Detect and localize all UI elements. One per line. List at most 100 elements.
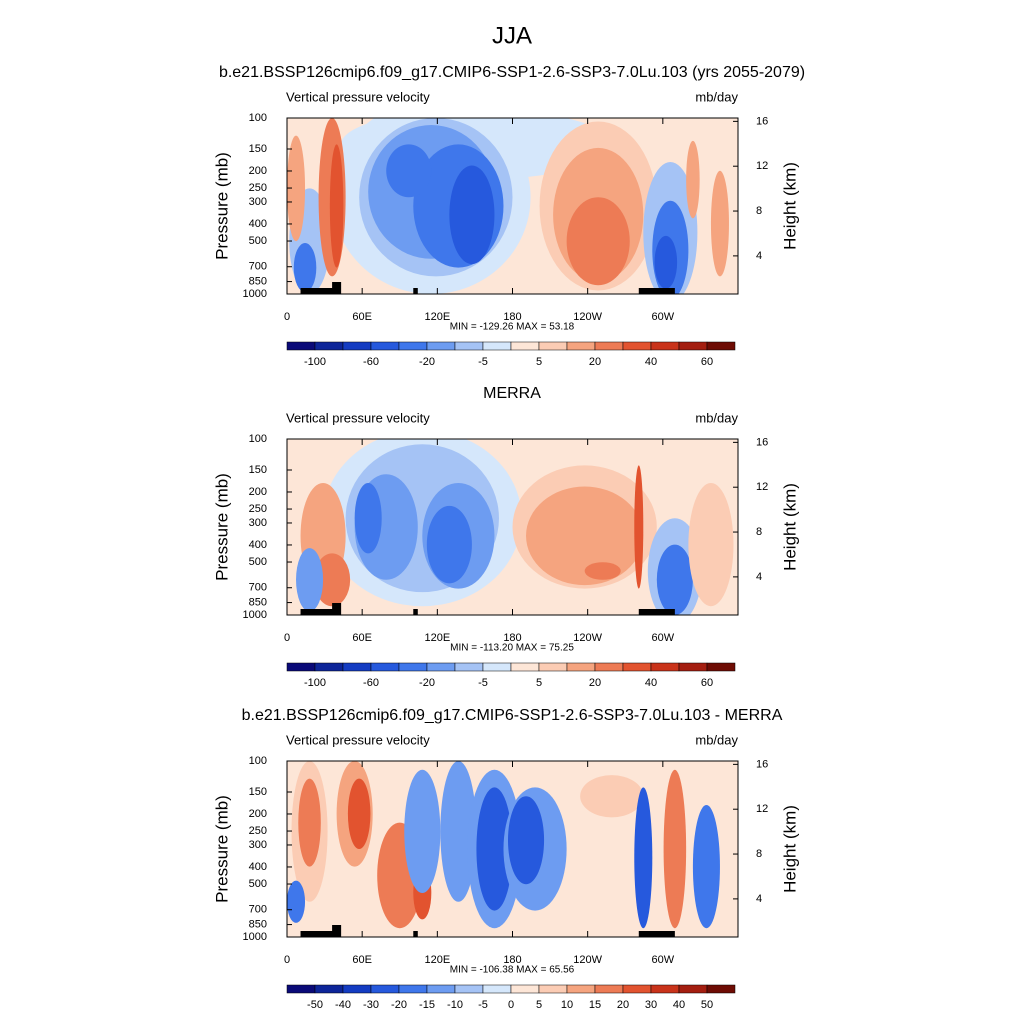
x-tick-label: 180 bbox=[503, 632, 521, 644]
y-tick-label: 150 bbox=[249, 143, 267, 155]
colorbar-box bbox=[566, 984, 596, 994]
contour-region bbox=[507, 796, 545, 885]
contour-region bbox=[692, 805, 720, 929]
colorbar-box bbox=[566, 662, 596, 672]
contour-region bbox=[404, 769, 441, 894]
y-axis-label: Pressure (mb) bbox=[212, 473, 231, 581]
colorbar-label: 5 bbox=[536, 677, 542, 689]
y2-tick-label: 16 bbox=[756, 758, 768, 770]
topography bbox=[413, 288, 418, 294]
contour-region bbox=[710, 170, 729, 277]
colorbar-label: 30 bbox=[645, 999, 657, 1011]
x-tick-label: 0 bbox=[284, 311, 290, 323]
contour-region bbox=[386, 144, 432, 198]
colorbar-box bbox=[678, 341, 708, 351]
colorbar-box bbox=[482, 341, 512, 351]
topography bbox=[300, 609, 337, 615]
contour-field bbox=[287, 439, 738, 615]
colorbar-label: -10 bbox=[447, 999, 463, 1011]
panel-title: b.e21.BSSP126cmip6.f09_g17.CMIP6-SSP1-2.… bbox=[219, 64, 805, 81]
topography bbox=[638, 288, 675, 294]
colorbar-box bbox=[594, 984, 624, 994]
y-tick-label: 200 bbox=[249, 808, 267, 820]
y2-tick-label: 4 bbox=[756, 571, 762, 583]
x-tick-label: 120W bbox=[573, 632, 602, 644]
contour-region bbox=[634, 465, 644, 589]
y-tick-label: 1000 bbox=[243, 931, 267, 943]
colorbar-label: 40 bbox=[645, 677, 657, 689]
colorbar-box bbox=[342, 662, 372, 672]
colorbar-box bbox=[650, 984, 680, 994]
min-max: MIN = -106.38 MAX = 65.56 bbox=[450, 965, 575, 976]
contour-region bbox=[293, 242, 317, 293]
y2-tick-label: 16 bbox=[756, 115, 768, 127]
colorbar-label: -100 bbox=[304, 356, 326, 368]
x-tick-label: 180 bbox=[503, 954, 521, 966]
y-tick-label: 850 bbox=[249, 275, 267, 287]
y-tick-label: 100 bbox=[249, 755, 267, 767]
colorbar-box bbox=[538, 984, 568, 994]
colorbar-box bbox=[650, 662, 680, 672]
colorbar-label: 40 bbox=[673, 999, 685, 1011]
y-tick-label: 250 bbox=[249, 182, 267, 194]
colorbar-box bbox=[706, 662, 736, 672]
contour-region bbox=[440, 761, 477, 902]
y-tick-label: 300 bbox=[249, 517, 267, 529]
colorbar-box bbox=[370, 341, 400, 351]
x-tick-label: 180 bbox=[503, 311, 521, 323]
colorbar-box bbox=[510, 984, 540, 994]
colorbar-box bbox=[286, 662, 316, 672]
colorbar-box bbox=[314, 662, 344, 672]
left-string: Vertical pressure velocity bbox=[286, 410, 430, 425]
contour-region bbox=[526, 486, 644, 586]
colorbar-label: 5 bbox=[536, 356, 542, 368]
colorbar-box bbox=[286, 341, 316, 351]
y-tick-label: 400 bbox=[249, 539, 267, 551]
x-tick-label: 60E bbox=[352, 311, 372, 323]
colorbar-box bbox=[426, 662, 456, 672]
x-tick-label: 60E bbox=[352, 632, 372, 644]
colorbar-label: -20 bbox=[419, 677, 435, 689]
y-tick-label: 850 bbox=[249, 596, 267, 608]
y-tick-label: 500 bbox=[249, 878, 267, 890]
contour-region bbox=[296, 548, 324, 612]
colorbar-label: -50 bbox=[307, 999, 323, 1011]
contour-region bbox=[634, 787, 653, 929]
colorbar-box bbox=[398, 341, 428, 351]
contour-region bbox=[584, 562, 621, 580]
colorbar-box bbox=[370, 662, 400, 672]
x-tick-label: 60W bbox=[652, 632, 675, 644]
figure-title: JJA bbox=[492, 22, 532, 49]
colorbar-label: -5 bbox=[478, 677, 488, 689]
topography bbox=[638, 931, 675, 937]
topography bbox=[638, 609, 675, 615]
contour-region bbox=[476, 787, 513, 911]
y-tick-label: 1000 bbox=[243, 609, 267, 621]
right-string: mb/day bbox=[695, 732, 738, 747]
colorbar-label: -30 bbox=[363, 999, 379, 1011]
colorbar-box bbox=[538, 662, 568, 672]
y2-axis-label: Height (km) bbox=[780, 805, 799, 893]
topography bbox=[413, 931, 418, 937]
colorbar-box bbox=[594, 662, 624, 672]
colorbar-label: -5 bbox=[478, 999, 488, 1011]
y-tick-label: 700 bbox=[249, 904, 267, 916]
x-tick-label: 60E bbox=[352, 954, 372, 966]
right-string: mb/day bbox=[695, 89, 738, 104]
colorbar-box bbox=[622, 341, 652, 351]
y2-tick-label: 8 bbox=[756, 848, 762, 860]
contour-field bbox=[287, 118, 738, 294]
y-tick-label: 850 bbox=[249, 918, 267, 930]
y2-tick-label: 4 bbox=[756, 250, 762, 262]
colorbar-label: -15 bbox=[419, 999, 435, 1011]
x-tick-label: 120E bbox=[424, 954, 450, 966]
colorbar-box bbox=[314, 984, 344, 994]
contour-region bbox=[354, 483, 382, 554]
y-tick-label: 200 bbox=[249, 486, 267, 498]
topography bbox=[332, 282, 342, 294]
colorbar-box bbox=[650, 341, 680, 351]
contour-region bbox=[287, 135, 306, 242]
colorbar-label: 40 bbox=[645, 356, 657, 368]
colorbar-box bbox=[594, 341, 624, 351]
x-tick-label: 60W bbox=[652, 954, 675, 966]
